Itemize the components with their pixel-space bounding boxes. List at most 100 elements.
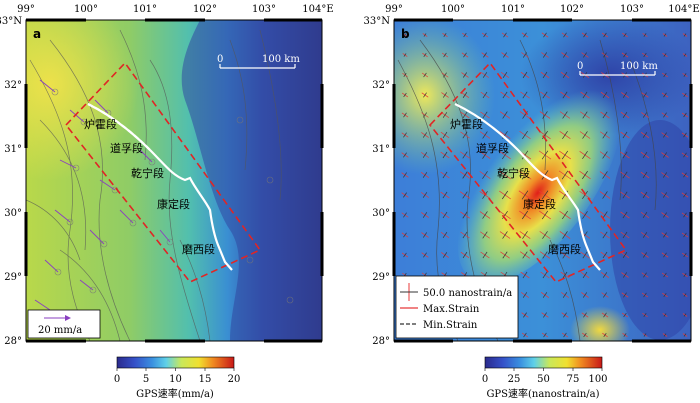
faults-a [26, 29, 282, 341]
scalebar-a-start: 0 [217, 54, 223, 65]
min-strain-mark [562, 71, 568, 79]
min-strain-mark [582, 91, 588, 99]
min-strain-mark [543, 312, 547, 318]
min-strain-mark [542, 91, 548, 99]
strain-scale-icon [400, 283, 418, 301]
min-strain-mark [523, 312, 527, 318]
min-strain-mark [462, 131, 468, 139]
min-strain-mark [643, 313, 647, 317]
min-strain-mark [643, 252, 647, 258]
min-strain-mark [643, 92, 647, 98]
fault-trace-b [454, 103, 601, 271]
colorbar-a-tick-1: 5 [143, 374, 149, 385]
min-strain-mark [522, 271, 528, 279]
segment-a-daofu: 道孚段 [110, 141, 143, 155]
min-strain-mark [582, 131, 588, 139]
lon-tick-a-0: 99° [17, 4, 35, 15]
colorbar-b-tick-2: 50 [537, 374, 550, 385]
min-strain-mark [603, 312, 607, 318]
min-strain-mark [462, 111, 468, 119]
min-strain-mark [422, 152, 428, 158]
min-strain-mark [543, 32, 547, 38]
min-strain-mark [501, 170, 509, 180]
segment-a-luhuo: 炉霍段 [84, 117, 117, 131]
min-strain-mark [683, 53, 687, 57]
min-strain-mark [442, 92, 448, 98]
lat-tick-b-4: 29° [372, 272, 390, 283]
min-strain-mark [462, 191, 468, 199]
min-strain-mark [562, 271, 568, 279]
min-strain-mark [662, 172, 668, 178]
min-strain-mark [602, 91, 608, 99]
min-strain-mark [521, 210, 529, 220]
min-strain-mark [562, 131, 568, 139]
min-strain-mark [623, 312, 627, 318]
map-panel-b: 99° 100° 101° 102° 103° 104°E 33°N 32° 3… [364, 4, 700, 347]
min-strain-mark [563, 32, 567, 38]
min-strain-mark [483, 52, 487, 58]
lat-tick-a-1: 32° [4, 80, 22, 91]
min-strain-mark [562, 231, 568, 239]
segment-a-qianning: 乾宁段 [131, 166, 164, 180]
segment-b-luhuo: 炉霍段 [450, 117, 483, 131]
min-strain-mark [683, 192, 687, 198]
min-strain-mark [502, 111, 508, 119]
min-strain-mark [582, 190, 588, 200]
segment-a-moxi: 磨西段 [182, 242, 215, 256]
min-strain-mark [683, 293, 687, 297]
segment-b-qianning: 乾宁段 [497, 166, 530, 180]
min-strain-mark [503, 32, 507, 38]
min-strain-mark [423, 92, 427, 98]
min-strain-mark [602, 251, 608, 259]
min-strain-mark [642, 191, 648, 199]
min-strain-mark [622, 252, 628, 258]
min-strain-mark [683, 273, 687, 277]
min-strain-mark [463, 52, 467, 58]
min-strain-mark [663, 72, 667, 78]
lat-tick-b-2: 31° [372, 144, 390, 155]
min-strain-mark [501, 190, 509, 200]
segment-b-kangding: 康定段 [523, 197, 556, 211]
min-strain-mark [583, 32, 587, 38]
lat-tick-a-3: 30° [4, 208, 22, 219]
min-strain-mark [463, 32, 467, 38]
min-strain-mark [562, 251, 568, 259]
scalebar-b-end: 100 km [620, 61, 658, 72]
min-strain-mark [683, 92, 687, 98]
min-strain-mark [541, 210, 549, 220]
min-strain-mark [622, 92, 628, 98]
min-strain-mark [522, 71, 528, 79]
min-strain-mark [683, 252, 687, 258]
min-strain-mark [462, 92, 468, 98]
min-strain-mark [463, 72, 467, 78]
min-strain-mark [522, 251, 528, 259]
min-strain-mark [643, 333, 647, 337]
velocity-legend-box [27, 309, 101, 339]
min-strain-mark [522, 91, 528, 99]
lon-tick-b-1: 100° [441, 4, 465, 15]
min-strain-mark [561, 170, 569, 180]
min-strain-mark [422, 172, 428, 178]
min-strain-mark [642, 171, 648, 179]
lat-tick-a-0: 33°N [0, 16, 22, 27]
min-strain-mark [403, 152, 407, 158]
min-strain-mark [683, 132, 687, 138]
lon-tick-a-1: 100° [74, 4, 98, 15]
lon-tick-a-5: 104°E [302, 4, 333, 15]
min-strain-mark [602, 131, 608, 139]
min-strain-mark [663, 232, 667, 238]
min-strain-mark [482, 91, 488, 99]
min-strain-mark [482, 191, 488, 199]
min-strain-mark [503, 52, 507, 58]
min-strain-mark [643, 272, 647, 278]
min-strain-mark [663, 92, 667, 98]
lat-tick-a-2: 31° [4, 144, 22, 155]
min-strain-mark [422, 192, 428, 198]
min-strain-mark [642, 232, 648, 238]
min-strain-mark [562, 111, 568, 119]
fault-trace-a [87, 103, 233, 271]
min-strain-mark [523, 332, 527, 338]
min-strain-mark [422, 212, 428, 218]
min-strain-mark [403, 252, 407, 258]
min-strain-mark [582, 170, 588, 180]
